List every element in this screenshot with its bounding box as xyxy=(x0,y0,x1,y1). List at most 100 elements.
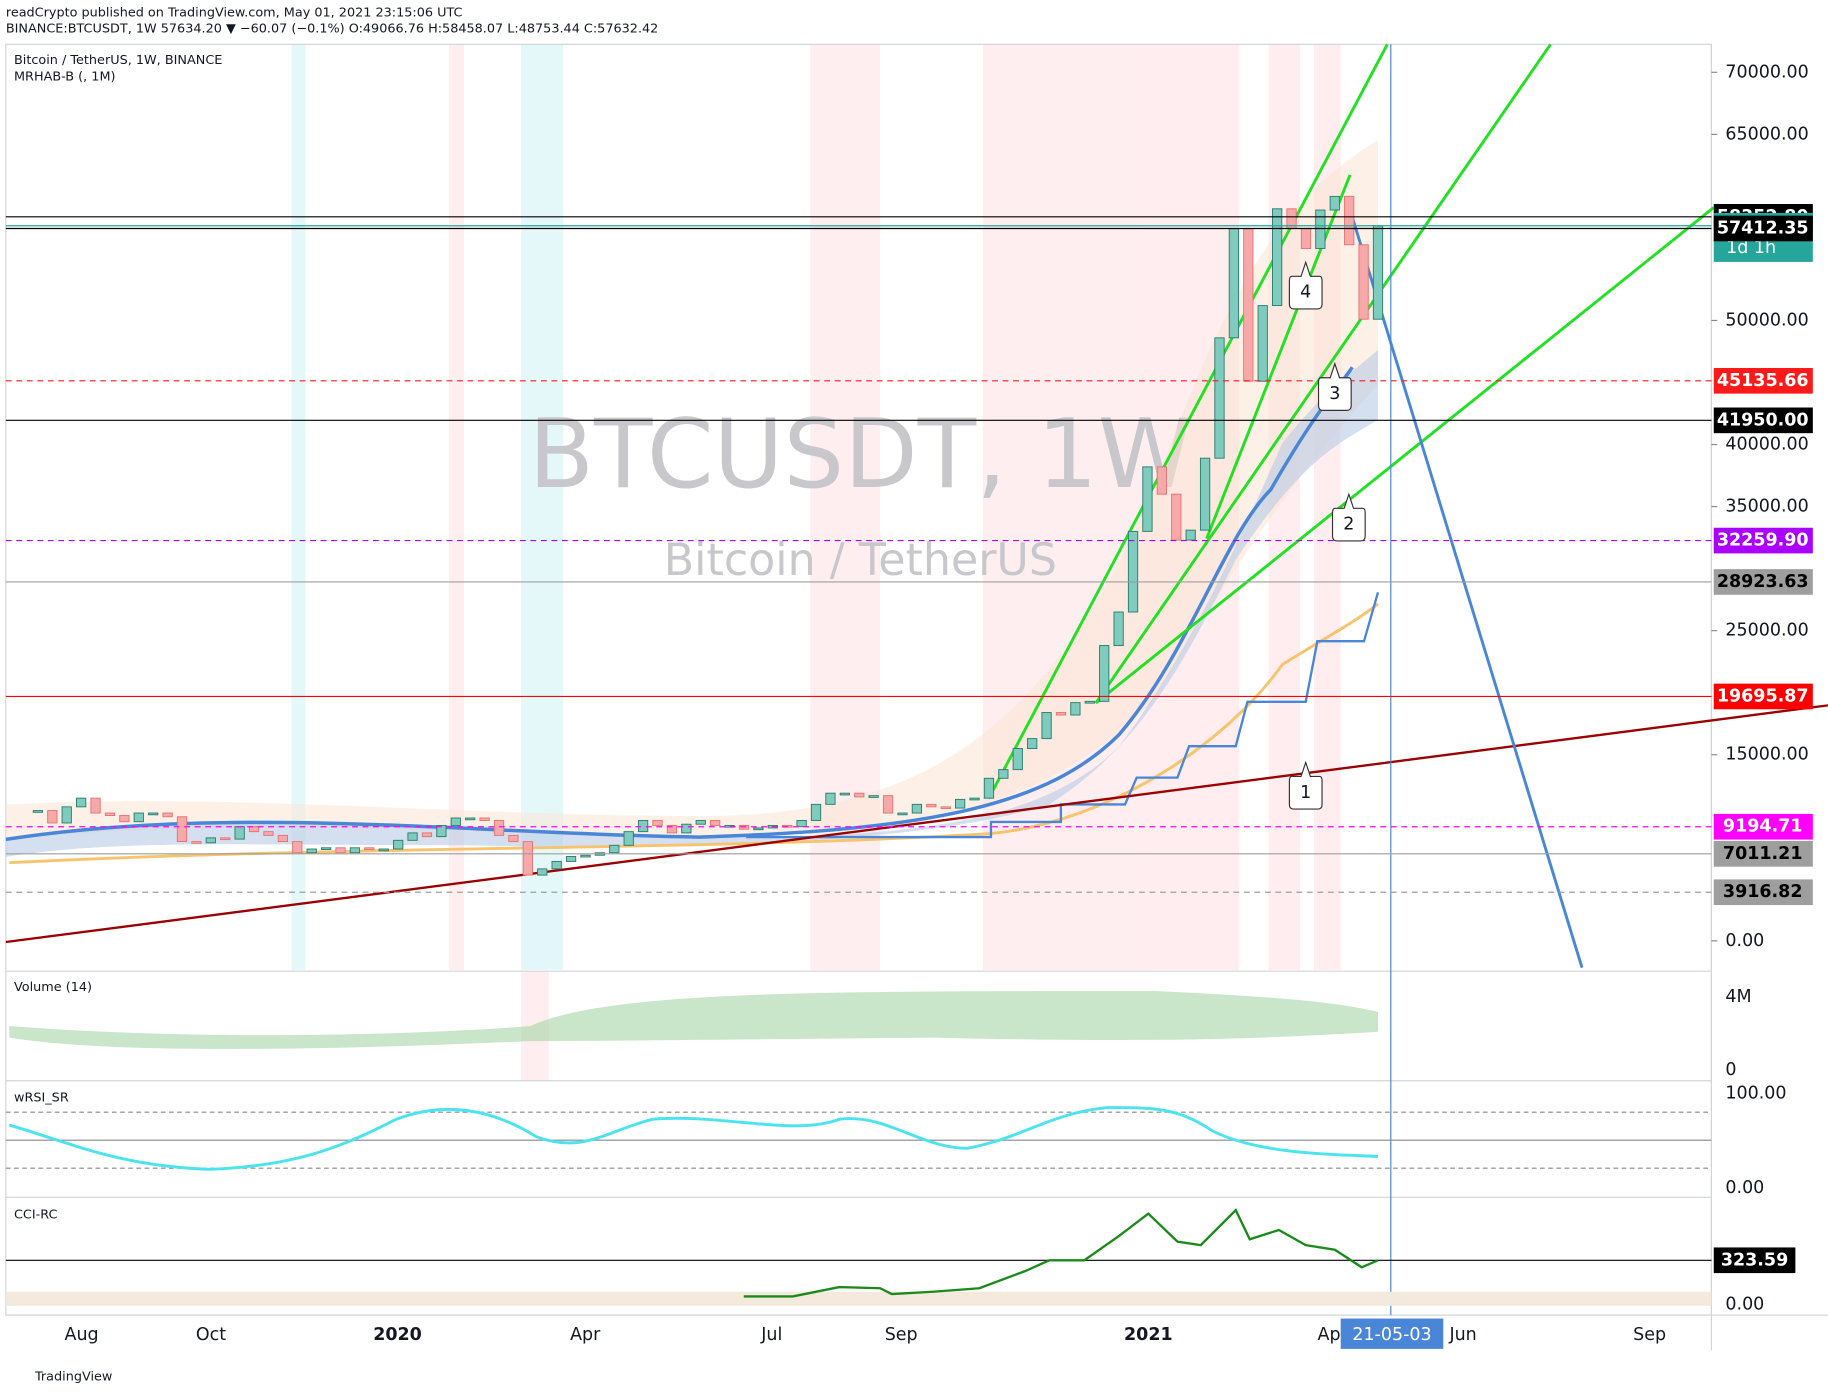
candle xyxy=(292,841,303,854)
level-box xyxy=(1713,841,1813,867)
candle xyxy=(378,848,389,852)
level-label: 9194.71 xyxy=(1723,817,1803,837)
rsi-bottom: 0.00 xyxy=(1725,1178,1764,1198)
candle xyxy=(1027,738,1038,749)
legend-indicator: MRHAB-B (, 1M) xyxy=(14,69,116,84)
candle xyxy=(940,806,951,810)
candle xyxy=(47,810,58,824)
candle xyxy=(1214,337,1225,459)
callout xyxy=(1288,760,1323,810)
y-tick-label: 65000.00 xyxy=(1725,124,1808,144)
candle xyxy=(1012,748,1023,771)
candle xyxy=(623,831,634,846)
bands xyxy=(291,44,1341,1081)
cci-label-box xyxy=(1713,1247,1796,1274)
candle xyxy=(825,792,836,805)
candle xyxy=(854,792,865,798)
candle xyxy=(465,817,476,821)
x-tick-label: Sep xyxy=(885,1325,918,1345)
callout xyxy=(1288,260,1323,310)
candle xyxy=(839,792,850,796)
y-tick-label: 70000.00 xyxy=(1725,62,1808,82)
candle xyxy=(220,837,231,841)
cursor-box xyxy=(1340,1318,1444,1349)
candle xyxy=(349,847,361,854)
candle xyxy=(810,803,822,821)
candle xyxy=(1055,712,1067,716)
candle xyxy=(609,844,620,854)
ticker: BINANCE:BTCUSDT, 1W 57634.20 ▼ −60.07 (−… xyxy=(6,22,659,37)
candle xyxy=(652,820,663,826)
x-tick-label: Sep xyxy=(1633,1325,1666,1345)
level-label: 32259.90 xyxy=(1717,531,1809,551)
candle xyxy=(133,812,144,823)
candle xyxy=(450,817,461,826)
volume-title: Volume (14) xyxy=(14,980,92,995)
level-box xyxy=(1713,407,1813,434)
candle xyxy=(1156,466,1167,495)
volume-top: 4M xyxy=(1725,987,1751,1007)
x-tick-label: Jun xyxy=(1448,1325,1476,1345)
x-tick-label: Apr xyxy=(570,1325,601,1345)
candle xyxy=(32,810,44,813)
candle xyxy=(882,795,894,814)
candle xyxy=(248,826,260,833)
ma-line xyxy=(5,366,1354,842)
candle xyxy=(637,820,649,833)
candle xyxy=(1142,466,1153,532)
candle xyxy=(1243,228,1254,382)
candle xyxy=(911,803,923,814)
callout xyxy=(1317,361,1352,411)
level-box xyxy=(1713,683,1813,710)
level-box xyxy=(1713,215,1813,242)
callout-label: 3 xyxy=(1329,384,1340,404)
volume-bottom: 0 xyxy=(1725,1060,1736,1080)
candle xyxy=(90,797,101,814)
candle xyxy=(897,812,908,816)
candle xyxy=(1113,611,1124,647)
callout-label: 1 xyxy=(1300,783,1311,803)
candle xyxy=(191,841,202,844)
candle xyxy=(565,856,577,862)
level-label: 45135.66 xyxy=(1717,371,1809,391)
level-label: 28923.63 xyxy=(1717,572,1809,592)
candle xyxy=(998,769,1009,779)
candle xyxy=(162,812,173,818)
candle xyxy=(1329,195,1340,211)
candle xyxy=(119,815,130,823)
publisher: readCrypto published on TradingView.com,… xyxy=(6,5,463,20)
candle xyxy=(537,868,548,876)
footer: TradingView xyxy=(34,1369,112,1384)
level-label: 7011.21 xyxy=(1723,844,1803,864)
candle xyxy=(1257,305,1268,382)
level-label: 41950.00 xyxy=(1717,410,1809,430)
cci-title: CCI-RC xyxy=(14,1207,58,1222)
level-box xyxy=(1713,813,1813,840)
volume-band xyxy=(9,990,1378,1049)
step-line xyxy=(746,591,1380,839)
candle xyxy=(421,832,433,838)
candle xyxy=(104,812,116,816)
candle xyxy=(1358,244,1369,320)
candle xyxy=(551,860,562,870)
candle xyxy=(1070,702,1081,716)
rsi-line xyxy=(8,1106,1379,1171)
x-tick-label: Jul xyxy=(760,1325,782,1345)
level-label: 3916.82 xyxy=(1723,882,1803,902)
callout xyxy=(1331,492,1366,542)
x-tick-label: Ap xyxy=(1318,1325,1341,1345)
level-box xyxy=(1713,367,1813,394)
candle xyxy=(263,831,274,836)
y-tick-label: 0.00 xyxy=(1725,931,1764,951)
candle xyxy=(1041,712,1052,740)
level-box xyxy=(1713,527,1813,554)
candle xyxy=(479,817,490,821)
candle xyxy=(1300,228,1312,249)
candle xyxy=(1084,700,1095,704)
projection-line xyxy=(1345,197,1584,969)
candle xyxy=(710,820,721,826)
y-tick-label: 15000.00 xyxy=(1725,745,1808,765)
